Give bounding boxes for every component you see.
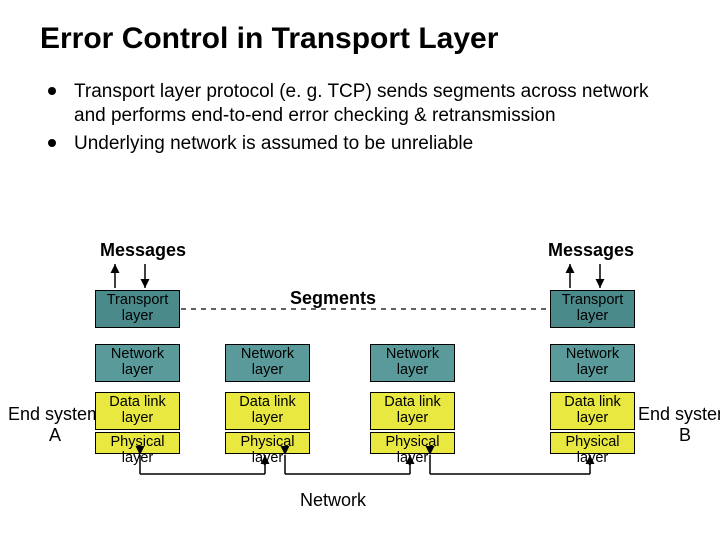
bullet-dot-icon (48, 139, 56, 147)
messages-right-label: Messages (548, 240, 634, 261)
bullet-item: Underlying network is assumed to be unre… (48, 132, 658, 156)
messages-left-label: Messages (100, 240, 186, 261)
box-network-r2: Network layer (370, 344, 455, 382)
box-network-r1: Network layer (225, 344, 310, 382)
end-system-a-label: End system A (8, 404, 102, 445)
box-datalink-r1: Data link layer (225, 392, 310, 430)
bullet-list: Transport layer protocol (e. g. TCP) sen… (48, 80, 658, 159)
end-system-b-label: End system B (638, 404, 720, 445)
bullet-text: Transport layer protocol (e. g. TCP) sen… (74, 80, 658, 128)
box-physical-a: Physical layer (95, 432, 180, 454)
box-physical-b: Physical layer (550, 432, 635, 454)
box-datalink-a: Data link layer (95, 392, 180, 430)
box-transport-a: Transport layer (95, 290, 180, 328)
bullet-text: Underlying network is assumed to be unre… (74, 132, 473, 156)
network-label: Network (300, 490, 366, 511)
box-transport-b: Transport layer (550, 290, 635, 328)
box-physical-r2: Physical layer (370, 432, 455, 454)
bullet-item: Transport layer protocol (e. g. TCP) sen… (48, 80, 658, 128)
box-network-a: Network layer (95, 344, 180, 382)
page-title: Error Control in Transport Layer (40, 22, 498, 56)
bullet-dot-icon (48, 87, 56, 95)
box-physical-r1: Physical layer (225, 432, 310, 454)
box-datalink-r2: Data link layer (370, 392, 455, 430)
box-network-b: Network layer (550, 344, 635, 382)
box-datalink-b: Data link layer (550, 392, 635, 430)
segments-label: Segments (290, 288, 376, 309)
